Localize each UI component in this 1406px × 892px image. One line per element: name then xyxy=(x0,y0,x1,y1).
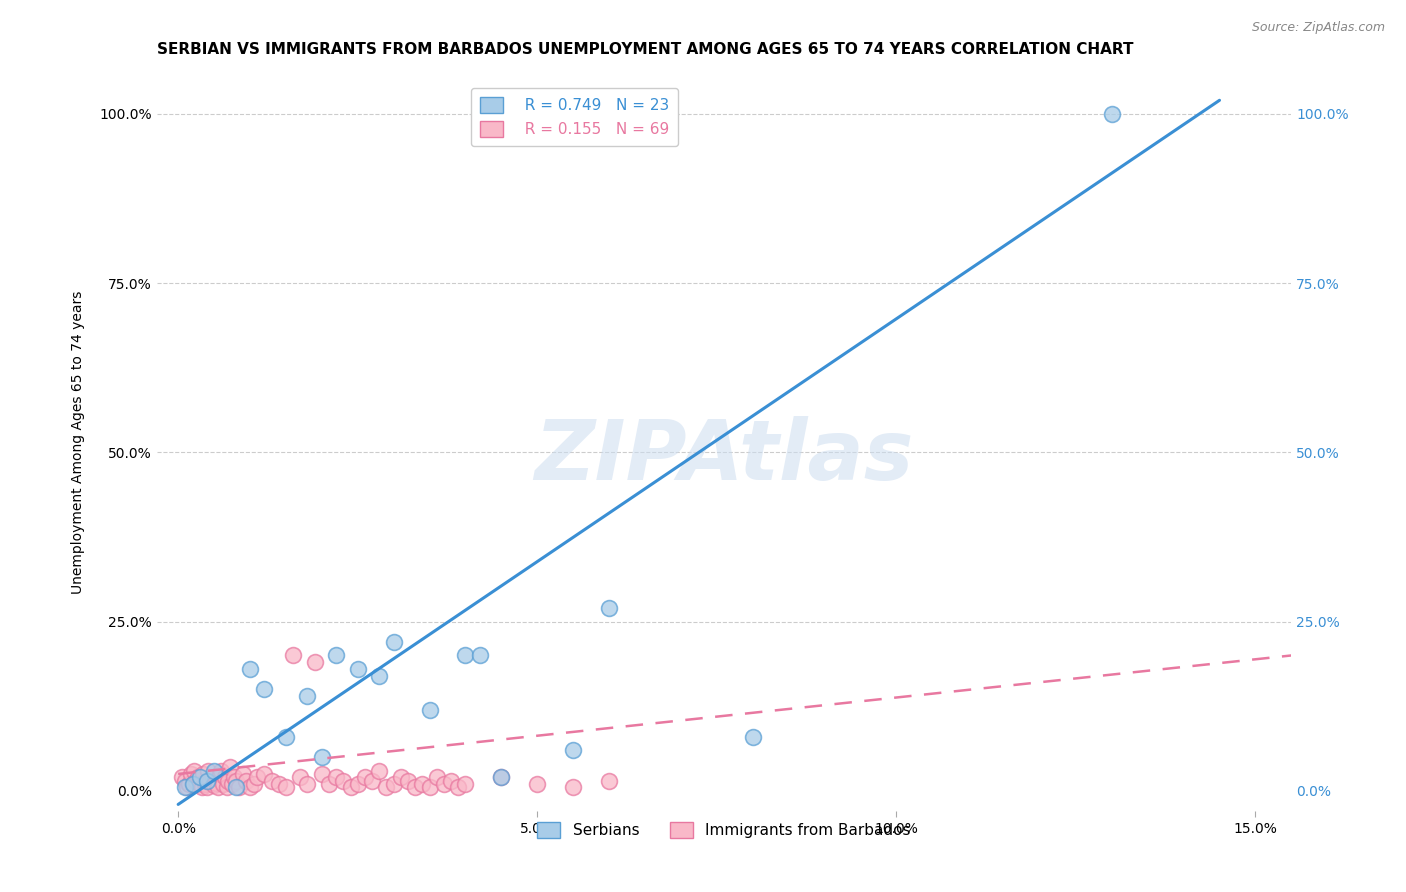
Point xyxy=(1101,107,1123,121)
Point xyxy=(267,777,290,791)
Point xyxy=(281,648,304,663)
Point xyxy=(382,635,405,649)
Point xyxy=(491,770,513,784)
Point xyxy=(218,760,240,774)
Point xyxy=(598,601,620,615)
Point xyxy=(562,780,585,795)
Point xyxy=(188,777,211,791)
Point xyxy=(290,770,312,784)
Point xyxy=(204,776,226,790)
Point xyxy=(225,773,247,788)
Point xyxy=(332,773,354,788)
Point xyxy=(209,764,232,778)
Point xyxy=(228,780,250,795)
Point xyxy=(325,648,347,663)
Point xyxy=(191,780,214,795)
Point xyxy=(232,767,254,781)
Point xyxy=(598,773,620,788)
Point xyxy=(188,770,211,784)
Point xyxy=(396,773,419,788)
Point xyxy=(197,764,219,778)
Point xyxy=(447,780,470,795)
Text: SERBIAN VS IMMIGRANTS FROM BARBADOS UNEMPLOYMENT AMONG AGES 65 TO 74 YEARS CORRE: SERBIAN VS IMMIGRANTS FROM BARBADOS UNEM… xyxy=(156,42,1133,57)
Point xyxy=(368,764,391,778)
Point xyxy=(181,777,204,791)
Point xyxy=(214,770,236,784)
Point xyxy=(339,780,361,795)
Point xyxy=(311,767,333,781)
Text: Source: ZipAtlas.com: Source: ZipAtlas.com xyxy=(1251,21,1385,34)
Point xyxy=(346,777,368,791)
Point xyxy=(354,770,377,784)
Point xyxy=(193,767,215,781)
Point xyxy=(325,770,347,784)
Point xyxy=(318,777,340,791)
Point xyxy=(253,767,276,781)
Point xyxy=(311,750,333,764)
Point xyxy=(224,770,246,784)
Point xyxy=(468,648,491,663)
Point xyxy=(274,780,297,795)
Y-axis label: Unemployment Among Ages 65 to 74 years: Unemployment Among Ages 65 to 74 years xyxy=(72,291,86,594)
Point xyxy=(433,777,456,791)
Point xyxy=(491,770,513,784)
Point xyxy=(382,777,405,791)
Point xyxy=(297,777,319,791)
Point xyxy=(202,779,225,793)
Point xyxy=(239,780,262,795)
Point xyxy=(297,689,319,703)
Point xyxy=(187,770,209,784)
Point xyxy=(454,777,477,791)
Point xyxy=(207,780,229,795)
Point xyxy=(260,773,283,788)
Point xyxy=(274,730,297,744)
Point xyxy=(208,767,231,781)
Point xyxy=(253,682,276,697)
Point xyxy=(411,777,433,791)
Point xyxy=(242,777,264,791)
Point xyxy=(741,730,763,744)
Point xyxy=(194,777,217,791)
Point xyxy=(200,773,222,788)
Point xyxy=(180,767,202,781)
Point xyxy=(202,764,225,778)
Point xyxy=(440,773,463,788)
Point xyxy=(174,773,197,788)
Point xyxy=(368,669,391,683)
Point xyxy=(404,780,426,795)
Point xyxy=(454,648,477,663)
Legend: Serbians, Immigrants from Barbados: Serbians, Immigrants from Barbados xyxy=(531,816,917,844)
Point xyxy=(304,655,326,669)
Point xyxy=(195,780,218,795)
Point xyxy=(174,780,197,795)
Point xyxy=(170,770,193,784)
Point xyxy=(181,777,204,791)
Point xyxy=(239,662,262,676)
Point xyxy=(426,770,449,784)
Point xyxy=(183,764,205,778)
Point xyxy=(526,777,548,791)
Point xyxy=(184,773,207,788)
Point xyxy=(221,777,243,791)
Point xyxy=(346,662,368,676)
Point xyxy=(246,770,269,784)
Point xyxy=(201,770,224,784)
Point xyxy=(389,770,412,784)
Point xyxy=(212,777,235,791)
Point xyxy=(418,703,440,717)
Text: ZIPAtlas: ZIPAtlas xyxy=(534,417,914,498)
Point xyxy=(195,773,218,788)
Point xyxy=(235,773,257,788)
Point xyxy=(215,780,238,795)
Point xyxy=(562,743,585,757)
Point xyxy=(225,780,247,795)
Point xyxy=(418,780,440,795)
Point xyxy=(375,780,398,795)
Point xyxy=(177,777,200,791)
Point xyxy=(176,780,198,795)
Point xyxy=(361,773,384,788)
Point xyxy=(217,773,239,788)
